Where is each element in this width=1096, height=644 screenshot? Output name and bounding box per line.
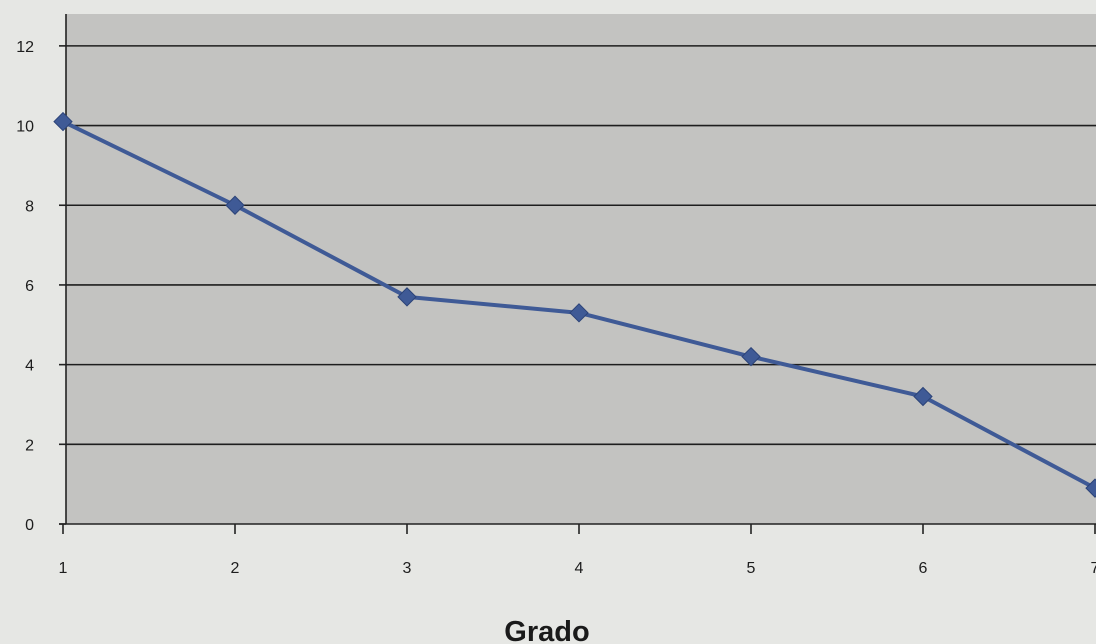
data-point xyxy=(1085,478,1096,498)
y-tick-label: 0 xyxy=(25,517,34,534)
x-tick-label: 1 xyxy=(59,560,68,577)
y-tick-label: 6 xyxy=(25,278,34,295)
y-tick-label: 4 xyxy=(25,358,34,375)
plot-area xyxy=(66,14,1096,524)
x-tick-label: 2 xyxy=(231,560,240,577)
data-point xyxy=(741,346,761,367)
x-tick-label: 5 xyxy=(747,560,756,577)
y-tick-label: 8 xyxy=(25,198,34,215)
data-point xyxy=(913,386,933,407)
x-tick-label: 3 xyxy=(403,560,412,577)
y-tick-labels: 0 2 4 6 8 10 12 xyxy=(16,39,34,534)
x-tick-label: 7 xyxy=(1091,560,1096,577)
x-tick-label: 4 xyxy=(575,560,584,577)
data-point xyxy=(53,111,73,132)
x-tick-labels: 1 2 3 4 5 6 7 xyxy=(59,560,1096,577)
data-point xyxy=(397,287,417,307)
series xyxy=(53,111,1096,498)
y-tick-label: 12 xyxy=(16,39,34,56)
y-tick-label: 10 xyxy=(16,119,34,136)
data-point xyxy=(569,303,589,323)
y-tick-label: 2 xyxy=(25,437,34,454)
x-axis-title: Grado xyxy=(504,616,589,644)
data-point xyxy=(225,195,245,215)
x-tick-label: 6 xyxy=(919,560,928,577)
